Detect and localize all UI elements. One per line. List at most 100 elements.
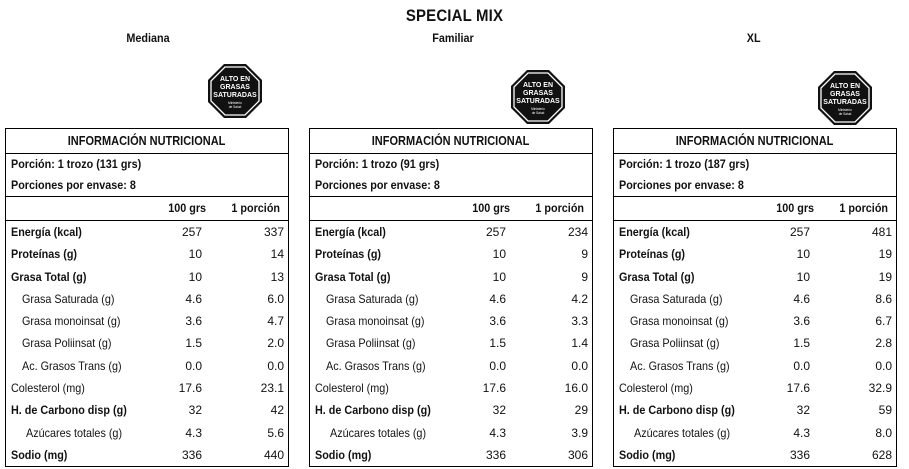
value-100g-grasa-monoinsat: 3.6 — [793, 314, 810, 329]
value-100g-proteinas: 10 — [492, 247, 506, 262]
value-portion-sodio: 440 — [263, 447, 284, 462]
row-label-proteinas: Proteínas (g) — [619, 247, 686, 262]
value-portion-grasa-monoinsat: 6.7 — [875, 314, 892, 329]
seal-line-1: ALTO EN — [830, 83, 860, 90]
table-row: Colesterol (mg) 17.6 32.9 — [614, 377, 896, 399]
value-100g-colesterol: 17.6 — [786, 381, 810, 396]
table-row: Grasa Saturada (g) 4.6 8.6 — [614, 288, 896, 310]
column-100g: 100 grs — [168, 201, 206, 215]
octagon-seal-icon: ALTO EN GRASAS SATURADAS Ministerio de S… — [818, 71, 872, 125]
value-100g-h-de-carbono: 32 — [796, 403, 810, 418]
panel-header: INFORMACIÓN NUTRICIONAL — [6, 129, 288, 154]
value-100g-colesterol: 17.6 — [178, 381, 202, 396]
value-100g-ac-grasos-trans: 0.0 — [185, 358, 202, 373]
seal-small-2: de Salud — [839, 112, 852, 116]
table-row: Proteínas (g) 10 14 — [6, 243, 288, 265]
row-label-proteinas: Proteínas (g) — [315, 247, 382, 262]
table-row: Grasa monoinsat (g) 3.6 3.3 — [310, 310, 592, 332]
value-portion-grasa-total: 13 — [270, 269, 284, 284]
table-row: Grasa monoinsat (g) 3.6 4.7 — [6, 310, 288, 332]
table-row: Azúcares totales (g) 4.3 8.0 — [614, 422, 896, 444]
value-portion-h-de-carbono: 42 — [270, 403, 284, 418]
warning-seal-familiar: ALTO EN GRASAS SATURADAS Ministerio de S… — [510, 69, 566, 125]
value-portion-ac-grasos-trans: 0.0 — [875, 358, 892, 373]
value-100g-grasa-total: 10 — [188, 269, 202, 284]
panel-header-text: INFORMACIÓN NUTRICIONAL — [372, 134, 530, 148]
table-row: Colesterol (mg) 17.6 23.1 — [6, 377, 288, 399]
table-row: Energía (kcal) 257 481 — [614, 221, 896, 243]
table-row: H. de Carbono disp (g) 32 59 — [614, 399, 896, 421]
size-label-familiar: Familiar — [432, 31, 474, 45]
panel-header: INFORMACIÓN NUTRICIONAL — [614, 129, 896, 154]
value-100g-colesterol: 17.6 — [482, 381, 506, 396]
row-label-h-de-carbono: H. de Carbono disp (g) — [315, 403, 431, 418]
portions-per-pack-line: Porciones por envase: 8 — [614, 175, 896, 196]
seal-small-1: Ministerio — [838, 108, 852, 112]
value-portion-grasa-total: 9 — [581, 269, 588, 284]
value-portion-grasa-total: 19 — [878, 269, 892, 284]
value-100g-grasa-saturada: 4.6 — [793, 291, 810, 306]
column-header-row: 100 grs 1 porción — [614, 197, 896, 221]
seal-line-1: ALTO EN — [220, 76, 250, 83]
value-100g-azucares-totales: 4.3 — [185, 425, 202, 440]
seal-line-2: GRASAS — [830, 91, 860, 98]
value-100g-energia: 257 — [181, 225, 202, 239]
table-row: Proteínas (g) 10 19 — [614, 243, 896, 265]
row-label-proteinas: Proteínas (g) — [11, 247, 78, 262]
portions-per-pack-line: Porciones por envase: 8 — [6, 175, 288, 196]
value-portion-grasa-monoinsat: 3.3 — [571, 314, 588, 329]
value-100g-energia: 257 — [789, 225, 810, 239]
table-row: Energía (kcal) 257 337 — [6, 221, 288, 243]
value-portion-h-de-carbono: 29 — [574, 403, 588, 418]
divider — [614, 196, 896, 197]
value-100g-energia: 257 — [485, 225, 506, 239]
table-row: Grasa Total (g) 10 9 — [310, 266, 592, 288]
row-label-sodio: Sodio (mg) — [11, 447, 68, 462]
row-label-grasa-poliinsat: Grasa Poliinsat (g) — [22, 336, 112, 351]
value-100g-grasa-saturada: 4.6 — [489, 291, 506, 306]
value-portion-energia: 481 — [871, 225, 892, 239]
table-row: Grasa monoinsat (g) 3.6 6.7 — [614, 310, 896, 332]
seal-line-3: SATURADAS — [823, 99, 867, 106]
portion-text: Porción: 1 trozo (131 grs) — [11, 157, 142, 171]
column-portion: 1 porción — [839, 201, 888, 215]
row-label-ac-grasos-trans: Ac. Grasos Trans (g) — [326, 358, 426, 373]
row-label-sodio: Sodio (mg) — [315, 447, 372, 462]
divider — [6, 196, 288, 197]
value-portion-azucares-totales: 5.6 — [267, 425, 284, 440]
table-row: Ac. Grasos Trans (g) 0.0 0.0 — [614, 355, 896, 377]
table-row: Proteínas (g) 10 9 — [310, 243, 592, 265]
value-100g-grasa-monoinsat: 3.6 — [489, 314, 506, 329]
value-portion-sodio: 306 — [567, 447, 588, 462]
table-row: Grasa Total (g) 10 13 — [6, 266, 288, 288]
table-row: Grasa Saturada (g) 4.6 6.0 — [6, 288, 288, 310]
nutrition-panel-xl: INFORMACIÓN NUTRICIONAL Porción: 1 trozo … — [613, 128, 897, 467]
value-100g-grasa-monoinsat: 3.6 — [185, 314, 202, 329]
value-portion-grasa-saturada: 4.2 — [571, 291, 588, 306]
column-100g: 100 grs — [776, 201, 814, 215]
value-portion-proteinas: 19 — [878, 247, 892, 262]
seal-small-2: de Salud — [532, 111, 545, 115]
value-portion-colesterol: 16.0 — [564, 381, 588, 396]
seal-small-1: Ministerio — [228, 101, 242, 105]
value-portion-energia: 337 — [263, 225, 284, 239]
value-portion-proteinas: 9 — [581, 247, 588, 262]
octagon-seal-icon: ALTO EN GRASAS SATURADAS Ministerio de S… — [511, 70, 565, 124]
value-100g-grasa-total: 10 — [492, 269, 506, 284]
portions-per-pack-text: Porciones por envase: 8 — [619, 178, 744, 192]
row-label-ac-grasos-trans: Ac. Grasos Trans (g) — [630, 358, 730, 373]
value-100g-proteinas: 10 — [796, 247, 810, 262]
value-100g-h-de-carbono: 32 — [188, 403, 202, 418]
panel-header-text: INFORMACIÓN NUTRICIONAL — [676, 134, 834, 148]
column-portion: 1 porción — [535, 201, 584, 215]
row-label-grasa-total: Grasa Total (g) — [11, 269, 87, 284]
table-row: Azúcares totales (g) 4.3 3.9 — [310, 422, 592, 444]
portion-line: Porción: 1 trozo (131 grs) — [6, 154, 288, 175]
table-row: Azúcares totales (g) 4.3 5.6 — [6, 422, 288, 444]
value-portion-sodio: 628 — [871, 447, 892, 462]
value-portion-h-de-carbono: 59 — [878, 403, 892, 418]
seal-small-1: Ministerio — [531, 107, 545, 111]
row-label-h-de-carbono: H. de Carbono disp (g) — [11, 403, 127, 418]
seal-line-3: SATURADAS — [516, 98, 560, 105]
value-portion-grasa-monoinsat: 4.7 — [267, 314, 284, 329]
